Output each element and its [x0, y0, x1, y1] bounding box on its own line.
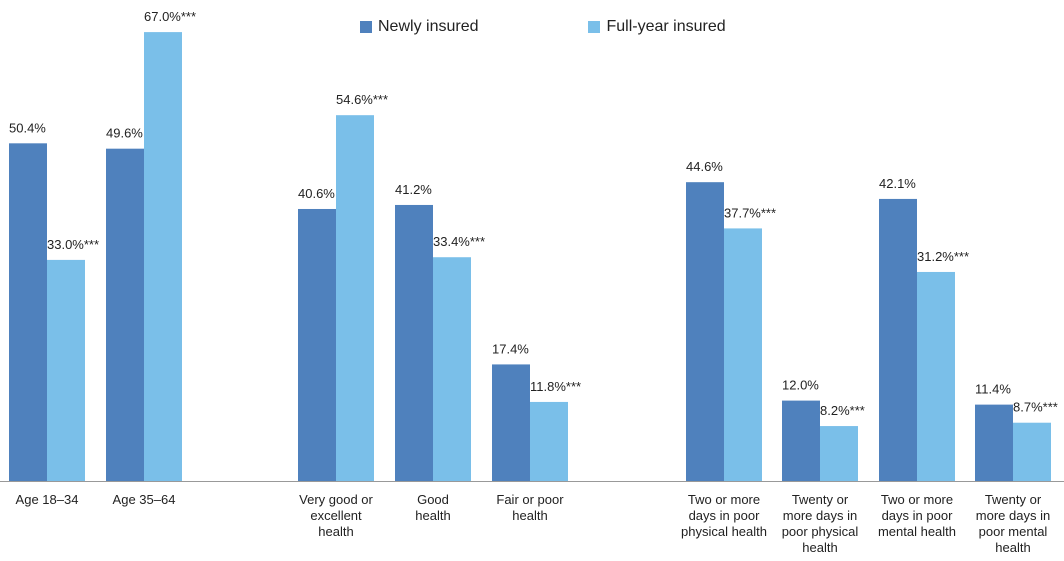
bar-full-year-insured: [820, 426, 858, 481]
data-label: 40.6%: [298, 186, 335, 201]
bar-newly-insured: [9, 143, 47, 481]
data-label: 33.0%***: [47, 237, 99, 252]
category-label: Two or more: [881, 492, 953, 507]
bar-newly-insured: [782, 400, 820, 481]
bar-newly-insured: [879, 198, 917, 481]
category-label: Age 35–64: [113, 492, 176, 507]
bar-full-year-insured: [530, 401, 568, 481]
category-label: health: [512, 508, 547, 523]
bar-full-year-insured: [724, 228, 762, 481]
data-label: 31.2%***: [917, 249, 969, 264]
category-label: health: [318, 524, 353, 539]
bar-newly-insured: [686, 182, 724, 481]
category-label: Twenty or: [985, 492, 1042, 507]
data-label: 11.4%: [975, 382, 1011, 397]
category-label: poor mental: [979, 524, 1048, 539]
bar-newly-insured: [106, 148, 144, 481]
category-label: excellent: [310, 508, 362, 523]
bar-newly-insured: [975, 404, 1013, 481]
category-label: Good: [417, 492, 449, 507]
category-label: more days in: [783, 508, 857, 523]
data-label: 67.0%***: [144, 9, 196, 24]
bar-full-year-insured: [144, 32, 182, 481]
category-label: health: [415, 508, 450, 523]
legend: Newly insured Full-year insured: [360, 18, 726, 36]
category-label: Fair or poor: [496, 492, 564, 507]
category-label: Very good or: [299, 492, 373, 507]
category-label: Two or more: [688, 492, 760, 507]
bar-newly-insured: [395, 204, 433, 481]
data-label: 33.4%***: [433, 234, 485, 249]
category-label: health: [802, 540, 837, 555]
data-label: 42.1%: [879, 176, 916, 191]
bar-full-year-insured: [917, 271, 955, 481]
bar-full-year-insured: [1013, 422, 1051, 481]
data-label: 49.6%: [106, 126, 143, 141]
legend-item-full-year-insured: Full-year insured: [588, 18, 726, 36]
category-label: Twenty or: [792, 492, 849, 507]
legend-item-newly-insured: Newly insured: [360, 18, 478, 36]
category-label: Age 18–34: [16, 492, 79, 507]
bar-full-year-insured: [47, 259, 85, 481]
data-label: 11.8%***: [530, 379, 581, 394]
data-label: 44.6%: [686, 159, 723, 174]
data-label: 8.7%***: [1013, 400, 1058, 415]
category-label: days in poor: [689, 508, 760, 523]
data-label: 50.4%: [9, 120, 46, 135]
data-label: 41.2%: [395, 182, 432, 197]
legend-swatch-newly-insured: [360, 21, 372, 33]
bar-newly-insured: [492, 364, 530, 481]
legend-label-full-year-insured: Full-year insured: [606, 18, 726, 35]
data-label: 54.6%***: [336, 92, 388, 107]
category-label: physical health: [681, 524, 767, 539]
category-label: more days in: [976, 508, 1050, 523]
category-label: days in poor: [882, 508, 953, 523]
data-label: 8.2%***: [820, 403, 865, 418]
bar-newly-insured: [298, 208, 336, 482]
legend-swatch-full-year-insured: [588, 21, 601, 33]
data-label: 37.7%***: [724, 205, 776, 220]
category-label: poor physical: [782, 524, 859, 539]
category-label: health: [995, 540, 1030, 555]
data-label: 12.0%: [782, 378, 819, 393]
data-label: 17.4%: [492, 341, 529, 356]
bar-full-year-insured: [433, 257, 471, 481]
bar-full-year-insured: [336, 115, 374, 482]
category-label: mental health: [878, 524, 956, 539]
legend-label-newly-insured: Newly insured: [378, 18, 479, 35]
